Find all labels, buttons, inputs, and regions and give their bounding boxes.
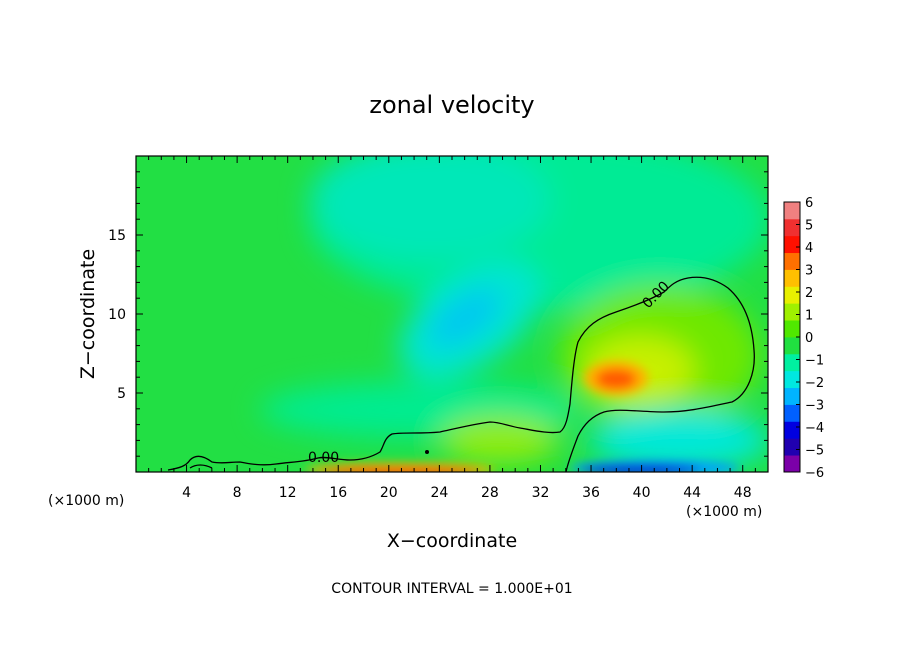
x-tick-label: 4 bbox=[182, 485, 191, 501]
y-axis-ticks: 5 10 15 bbox=[108, 171, 768, 457]
colorbar-swatch bbox=[784, 421, 800, 439]
colorbar-tick-label: −3 bbox=[805, 399, 824, 414]
lower-green-patch bbox=[440, 416, 560, 464]
y-tick-label: 15 bbox=[108, 228, 126, 244]
surface-positive-core bbox=[320, 468, 480, 472]
colorbar-swatch bbox=[784, 218, 800, 237]
y-tick-label: 5 bbox=[117, 386, 126, 402]
colorbar-swatch bbox=[784, 455, 800, 473]
x-tick-label: 32 bbox=[532, 485, 550, 501]
colorbar-swatch bbox=[784, 269, 800, 287]
y-tick-label: 10 bbox=[108, 307, 126, 323]
colorbar-tick-label: 0 bbox=[805, 331, 813, 346]
positive-max-core bbox=[596, 369, 636, 389]
colorbar-swatch bbox=[784, 370, 800, 389]
negative-jet-core bbox=[428, 288, 502, 348]
x-unit-left: (×1000 m) bbox=[48, 493, 124, 509]
zero-contour-dot bbox=[425, 450, 429, 454]
colorbar-tick-label: 4 bbox=[805, 241, 813, 256]
x-tick-label: 16 bbox=[329, 485, 347, 501]
contour-label-lower: 0.00 bbox=[308, 450, 339, 466]
x-axis-label: X−coordinate bbox=[387, 530, 517, 552]
colorbar-tick-label: 2 bbox=[805, 286, 813, 301]
heatmap-field bbox=[136, 156, 768, 472]
x-tick-label: 8 bbox=[233, 485, 242, 501]
colorbar-tick-label: −6 bbox=[805, 466, 824, 481]
colorbar-tick-label: 6 bbox=[805, 196, 813, 211]
lower-right-cyan bbox=[590, 410, 768, 470]
colorbar-swatch bbox=[784, 235, 800, 254]
colorbar-swatch bbox=[784, 286, 800, 304]
colorbar-tick-label: 3 bbox=[805, 264, 813, 279]
colorbar-swatch bbox=[784, 438, 800, 456]
colorbar-swatch bbox=[784, 252, 800, 270]
colorbar-tick-label: −5 bbox=[805, 444, 824, 459]
colorbar: 6 5 4 3 2 1 0 −1 −2 −3 −4 −5 −6 bbox=[783, 196, 824, 481]
zero-contour-small-loop bbox=[189, 464, 213, 469]
surface-negative-core bbox=[580, 465, 700, 472]
zero-contour-line bbox=[167, 276, 755, 472]
colorbar-swatch bbox=[784, 337, 800, 355]
x-unit-right: (×1000 m) bbox=[686, 504, 762, 520]
x-tick-label: 12 bbox=[279, 485, 297, 501]
colorbar-tick-label: −2 bbox=[805, 376, 824, 391]
colorbar-swatch bbox=[784, 303, 800, 321]
x-axis-ticks: 4 8 12 16 20 24 28 32 36 40 44 48 bbox=[148, 156, 756, 501]
x-tick-label: 36 bbox=[582, 485, 600, 501]
colorbar-swatch bbox=[784, 387, 800, 405]
x-tick-label: 20 bbox=[380, 485, 398, 501]
colorbar-tick-label: −4 bbox=[805, 421, 824, 436]
colorbar-swatch bbox=[784, 320, 800, 338]
colorbar-tick-label: −1 bbox=[805, 354, 824, 369]
colorbar-swatch bbox=[784, 353, 800, 372]
chart-title: zonal velocity bbox=[369, 91, 534, 119]
x-tick-label: 44 bbox=[683, 485, 701, 501]
x-tick-label: 40 bbox=[633, 485, 651, 501]
colorbar-swatch bbox=[784, 202, 800, 220]
colorbar-tick-label: 5 bbox=[805, 219, 813, 234]
contour-interval-footer: CONTOUR INTERVAL = 1.000E+01 bbox=[331, 581, 572, 597]
colorbar-tick-label: 1 bbox=[805, 309, 813, 324]
x-tick-label: 48 bbox=[734, 485, 752, 501]
y-axis-label: Z−coordinate bbox=[77, 249, 99, 379]
upper-mid-region bbox=[310, 156, 550, 260]
colorbar-swatch bbox=[784, 404, 800, 422]
x-tick-label: 24 bbox=[430, 485, 448, 501]
x-tick-label: 28 bbox=[481, 485, 499, 501]
